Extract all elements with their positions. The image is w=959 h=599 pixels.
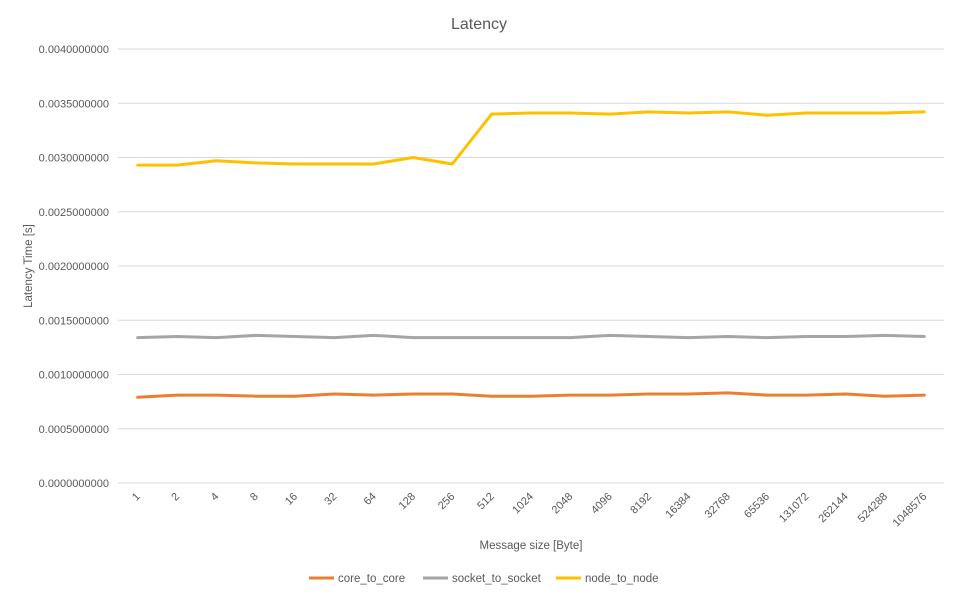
x-tick-label: 524288 bbox=[856, 491, 890, 525]
x-axis-title: Message size [Byte] bbox=[480, 540, 583, 552]
x-tick-label: 1024 bbox=[510, 491, 536, 517]
y-tick-label: 0.0000000000 bbox=[39, 478, 109, 490]
x-tick-label: 128 bbox=[397, 491, 418, 512]
x-tick-label: 8192 bbox=[628, 491, 654, 517]
y-axis-ticks: 0.0000000000 0.0005000000 0.0010000000 0.00… bbox=[39, 44, 109, 490]
series-lines bbox=[136, 110, 926, 399]
y-tick-label: 0.0015000000 bbox=[39, 315, 109, 327]
x-tick-label: 4096 bbox=[589, 491, 615, 517]
x-tick-label: 2 bbox=[169, 491, 182, 504]
legend-label: core_to_core bbox=[338, 573, 405, 585]
x-tick-label: 2048 bbox=[550, 491, 576, 517]
x-tick-label: 32 bbox=[322, 491, 339, 508]
legend: core_to_core socket_to_socket node_to_node bbox=[309, 573, 659, 585]
y-tick-label: 0.0010000000 bbox=[39, 370, 109, 382]
y-tick-label: 0.0035000000 bbox=[39, 98, 109, 110]
y-tick-label: 0.0030000000 bbox=[39, 153, 109, 165]
legend-label: node_to_node bbox=[585, 573, 659, 585]
y-tick-label: 0.0040000000 bbox=[39, 44, 109, 56]
x-axis-ticks: 1 2 4 8 16 32 64 128 256 512 1024 2048 4096 8192 16384… bbox=[130, 491, 929, 530]
y-tick-label: 0.0025000000 bbox=[39, 207, 109, 219]
y-tick-label: 0.0020000000 bbox=[39, 261, 109, 273]
series-line-socket-to-socket bbox=[136, 333, 926, 340]
x-tick-label: 65536 bbox=[742, 491, 772, 521]
x-tick-label: 256 bbox=[436, 491, 457, 512]
series-line-node-to-node bbox=[136, 110, 926, 167]
x-tick-label: 16384 bbox=[663, 491, 693, 521]
x-tick-label: 512 bbox=[475, 491, 496, 512]
y-tick-label: 0.0005000000 bbox=[39, 424, 109, 436]
x-tick-label: 8 bbox=[248, 491, 261, 504]
x-tick-label: 1048576 bbox=[891, 491, 930, 530]
x-tick-label: 131072 bbox=[777, 491, 811, 525]
gridlines bbox=[118, 48, 944, 484]
x-tick-label: 32768 bbox=[703, 491, 733, 521]
series-line-core-to-core bbox=[136, 391, 926, 399]
x-tick-label: 16 bbox=[283, 491, 300, 508]
x-tick-label: 64 bbox=[362, 491, 379, 508]
x-tick-label: 262144 bbox=[816, 491, 850, 525]
x-tick-label: 1 bbox=[130, 491, 143, 504]
y-axis-title: Latency Time [s] bbox=[23, 224, 35, 308]
x-tick-label: 4 bbox=[209, 491, 222, 504]
chart-title: Latency bbox=[451, 16, 507, 33]
legend-label: socket_to_socket bbox=[452, 573, 542, 585]
